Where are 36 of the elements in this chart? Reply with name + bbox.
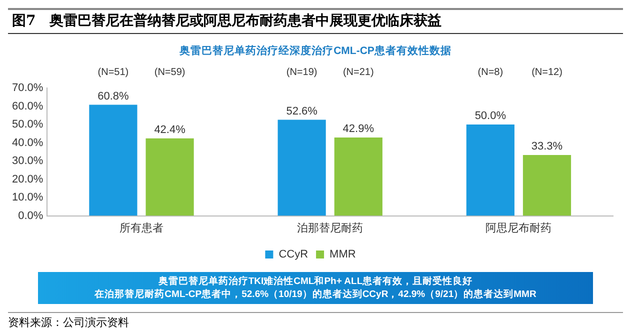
text: (N=12)	[532, 66, 562, 78]
bar	[146, 138, 194, 216]
bar	[89, 104, 138, 216]
x-tick-label: 所有患者	[119, 221, 164, 234]
y-tick-label: 0.0%	[18, 210, 44, 222]
bar	[278, 120, 326, 216]
text: (N=8)	[478, 66, 504, 78]
chart-subtitle: 奥雷巴替尼单药治疗经深度治疗CML-CP患者有效性数据	[178, 44, 452, 58]
y-tick-label: 10.0%	[12, 192, 44, 204]
data-label: 33.3%	[531, 140, 563, 153]
data-label: 60.8%	[98, 90, 130, 102]
text: 在泊那替尼耐药CML-CP患者中，52.6%（10/19）的患者达到CCyR，42.9%（9/21）的患者达到MMR	[93, 288, 538, 301]
y-tick-label: 40.0%	[12, 136, 44, 149]
text: 资料来源：公司演示资料	[8, 312, 623, 330]
text: (N=59)	[154, 66, 186, 78]
text: (N=21)	[342, 66, 374, 78]
legend-label: MMR	[330, 248, 356, 261]
data-label: 50.0%	[474, 110, 506, 122]
x-tick-label: 阿思尼布耐药	[486, 221, 552, 234]
data-label: 52.6%	[286, 105, 318, 118]
chart-title: 图7 奥雷巴替尼在普纳替尼或阿思尼布耐药患者中展现更优临床获益	[8, 8, 623, 34]
bar	[466, 124, 514, 216]
bar	[334, 137, 382, 216]
data-label: 42.4%	[154, 124, 186, 136]
y-tick-label: 60.0%	[12, 100, 44, 112]
y-tick-label: 50.0%	[12, 118, 44, 131]
data-label: 42.9%	[342, 123, 374, 136]
legend-label: CCyR	[278, 248, 308, 261]
text: (N=51)	[98, 66, 129, 78]
y-tick-label: 20.0%	[12, 173, 44, 186]
bar	[522, 155, 572, 216]
y-tick-label: 30.0%	[12, 155, 44, 168]
y-tick-label: 70.0%	[12, 82, 44, 94]
x-tick-label: 泊那替尼耐药	[297, 221, 364, 234]
text: 奥雷巴替尼单药治疗TKI难治性CML和Ph+ ALL患者有效，且耐受性良好	[157, 275, 474, 288]
text: (N=19)	[286, 66, 318, 78]
